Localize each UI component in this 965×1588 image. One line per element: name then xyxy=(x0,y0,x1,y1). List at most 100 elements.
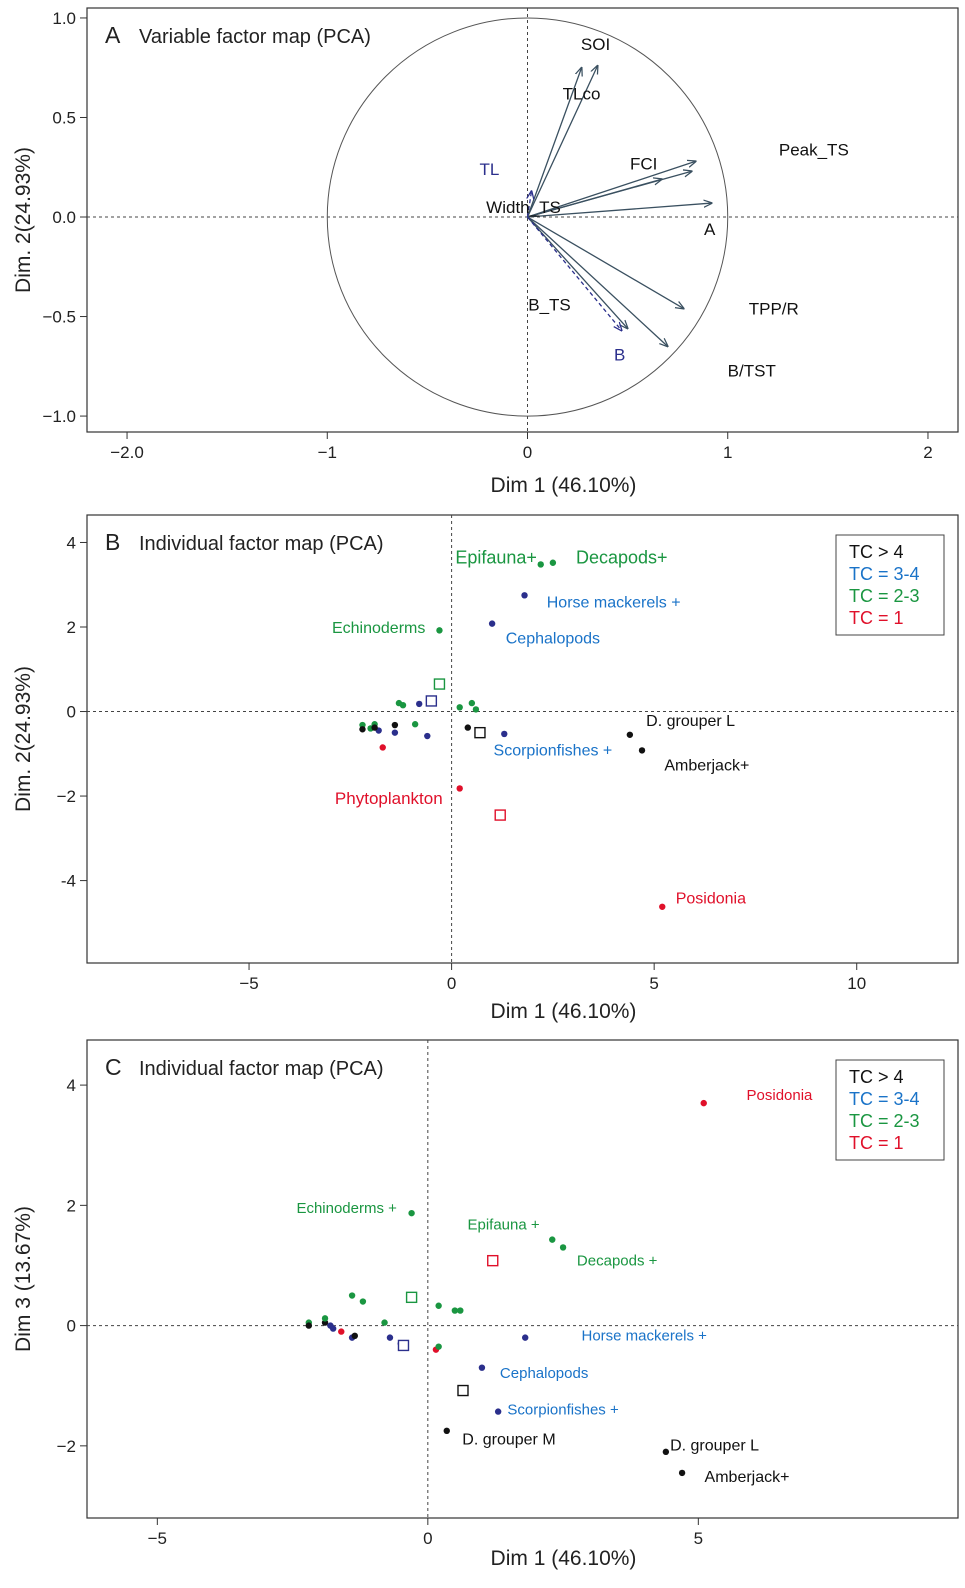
data-point xyxy=(521,592,528,599)
point-label: Cephalopods xyxy=(506,631,600,648)
point-label: Decapods+ xyxy=(576,547,668,567)
legend-box xyxy=(835,1059,945,1161)
legend: TC > 4TC = 3-4TC = 2-3TC = 1 xyxy=(835,1059,945,1161)
x-axis-title: Dim 1 (46.10%) xyxy=(491,1547,637,1570)
data-point xyxy=(329,1325,337,1332)
y-tick-label: −0.5 xyxy=(42,308,76,327)
point-label: TL xyxy=(480,160,500,179)
point-label: Scorpionfishes + xyxy=(494,743,613,760)
panel-title: Individual factor map (PCA) xyxy=(139,533,384,555)
x-tick-label: 0 xyxy=(523,443,532,462)
data-point xyxy=(659,903,666,910)
legend-entry: TC > 4 xyxy=(849,542,904,562)
data-point xyxy=(436,627,443,634)
data-point xyxy=(399,701,407,709)
panel-title: Variable factor map (PCA) xyxy=(139,26,371,48)
data-point xyxy=(662,1448,670,1456)
panel-letter: B xyxy=(105,529,120,555)
x-tick-label: 0 xyxy=(423,1529,432,1548)
legend-entry: TC > 4 xyxy=(849,1067,904,1087)
variable-arrow xyxy=(526,68,582,218)
point-label: D. grouper L xyxy=(646,713,735,730)
y-tick-label: 0 xyxy=(67,1317,76,1336)
data-point xyxy=(371,724,378,731)
legend-entry: TC = 1 xyxy=(849,1133,904,1153)
point-label: B_TS xyxy=(528,296,571,315)
panel-letter: A xyxy=(105,22,121,48)
y-axis-title: Dim. 2(24.93%) xyxy=(12,666,35,812)
centroid-square xyxy=(494,809,506,821)
data-point xyxy=(549,1236,556,1243)
variable-arrow xyxy=(527,179,662,218)
point-label: Horse mackerels + xyxy=(547,595,681,612)
plot-area: Posidonia Echinoderms + Epifauna + Decapods… xyxy=(296,1087,813,1486)
data-point xyxy=(638,747,646,754)
plot-area: SOI TLco FCI Peak_TS TL Width_TS A B_TS TPP/R B B/… xyxy=(326,17,849,417)
data-point xyxy=(391,729,399,736)
data-point xyxy=(456,785,463,792)
data-point xyxy=(359,726,366,733)
x-tick-label: 1 xyxy=(723,443,732,462)
y-tick-label: −1.0 xyxy=(42,407,76,426)
data-point xyxy=(678,1469,686,1477)
y-tick-label: 2 xyxy=(67,618,76,637)
plot-area: Epifauna+ Decapods+ Horse mackerels + Echin… xyxy=(332,547,749,910)
data-point xyxy=(478,1364,486,1371)
point-label: Amberjack+ xyxy=(664,757,749,774)
y-tick-label: 4 xyxy=(67,1076,76,1095)
legend-entry: TC = 1 xyxy=(849,608,904,628)
data-point xyxy=(456,704,463,711)
point-label: Scorpionfishes + xyxy=(507,1402,619,1419)
data-point xyxy=(457,1307,464,1314)
plot-frame xyxy=(86,7,959,433)
data-point xyxy=(386,1334,394,1341)
y-axis-title: Dim 3 (13.67%) xyxy=(12,1206,35,1352)
correlation-circle xyxy=(326,17,729,417)
data-point xyxy=(305,1322,313,1329)
variable-arrow xyxy=(527,216,684,309)
point-label: Epifauna + xyxy=(467,1216,539,1233)
centroid-square xyxy=(474,726,486,739)
x-tick-label: −2.0 xyxy=(110,443,144,462)
panel-c: −5 0 5 −2 0 2 4 Dim 1 (46.10%) Dim 3 (13.67%) C In… xyxy=(12,1039,959,1570)
data-point xyxy=(391,721,399,729)
point-label: Width_TS xyxy=(486,198,561,217)
x-tick-label: −1 xyxy=(318,443,337,462)
data-point xyxy=(522,1334,529,1341)
variable-arrow xyxy=(526,66,598,218)
point-label: Posidonia xyxy=(747,1087,814,1104)
data-point xyxy=(321,1315,329,1322)
data-point xyxy=(381,1319,388,1326)
centroid-square xyxy=(433,678,446,690)
data-point xyxy=(537,561,544,568)
point-label: Phytoplankton xyxy=(335,789,443,808)
y-tick-label: 1.0 xyxy=(52,9,76,28)
x-tick-label: 5 xyxy=(649,974,658,993)
data-point xyxy=(700,1099,707,1107)
y-tick-label: -4 xyxy=(61,872,76,891)
point-label: Echinoderms + xyxy=(296,1200,397,1217)
variable-arrow xyxy=(527,203,712,218)
y-axis-title: Dim. 2(24.93%) xyxy=(12,147,35,293)
data-point xyxy=(411,721,419,728)
data-point xyxy=(435,1343,442,1350)
point-label: D. grouper L xyxy=(670,1438,759,1455)
y-tick-label: 4 xyxy=(67,533,76,552)
variable-arrow xyxy=(527,216,628,328)
x-tick-label: −5 xyxy=(148,1529,167,1548)
data-point xyxy=(559,1244,567,1251)
panel-title: Individual factor map (PCA) xyxy=(139,1058,384,1080)
y-tick-label: 0 xyxy=(67,703,76,722)
panel-a: −2.0 −1 0 1 2 −1.0 −0.5 0.0 0.5 1.0 Dim 1 (46.10%)… xyxy=(12,7,959,497)
y-tick-label: −2 xyxy=(57,787,76,806)
variable-arrow xyxy=(527,216,622,330)
data-point xyxy=(415,700,423,708)
point-label: Amberjack+ xyxy=(705,1469,790,1486)
centroid-square xyxy=(425,695,438,707)
data-point xyxy=(468,699,476,707)
data-point xyxy=(451,1307,459,1314)
legend: TC > 4TC = 3-4TC = 2-3TC = 1 xyxy=(835,534,945,636)
point-label: Cephalopods xyxy=(500,1365,588,1382)
data-point xyxy=(435,1302,442,1309)
